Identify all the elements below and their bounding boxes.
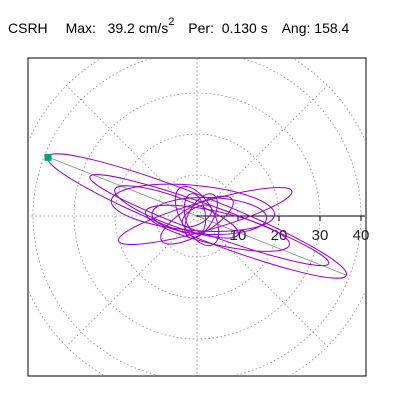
max-point-marker <box>44 153 52 161</box>
max-unit-exponent: 2 <box>168 16 175 28</box>
plot-frame <box>27 57 367 377</box>
orbit-loop-6 <box>114 185 239 239</box>
orbit-loop-11 <box>181 204 213 228</box>
max-label: Max: <box>65 19 96 36</box>
grid-spoke-135 <box>66 85 198 217</box>
ang-value: 158.4 <box>314 19 350 36</box>
grid-spoke-45 <box>196 85 328 217</box>
max-marker-layer <box>44 153 52 161</box>
orbit-loop-5 <box>151 196 268 236</box>
max-value: 39.2 <box>107 19 135 36</box>
per-label: Per: <box>188 19 214 36</box>
radial-tick-label-40: 40 <box>353 227 370 244</box>
grid-spoke-225 <box>66 215 198 347</box>
orbit-trace <box>46 153 348 279</box>
orbit-loop-1 <box>89 174 330 267</box>
grid-spoke-315 <box>196 215 328 347</box>
ang-label: Ang: <box>281 19 311 36</box>
radial-tick-label-30: 30 <box>312 227 329 244</box>
max-unit: cm/s <box>138 19 169 36</box>
orbit-loop-2 <box>110 183 276 232</box>
component-label: CSRH <box>8 19 48 36</box>
header: CSRH Max: 39.2 cm/s2 Per: 0.130 s Ang: 1… <box>8 16 350 36</box>
per-value: 0.130 s <box>221 19 268 36</box>
